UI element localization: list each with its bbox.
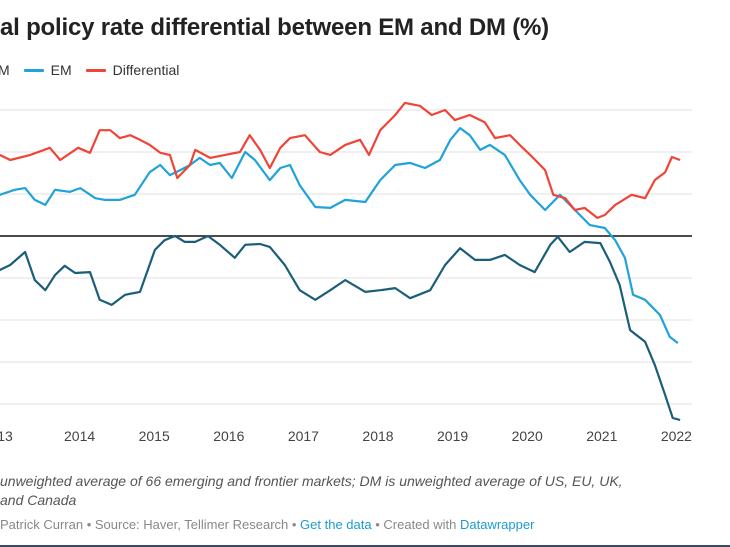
x-tick-label: 2019 (437, 428, 468, 444)
created-with: Created with (383, 517, 457, 532)
x-tick-label: 2020 (512, 428, 543, 444)
legend-swatch-em (23, 68, 44, 72)
chart-note-line-1: unweighted average of 66 emerging and fr… (0, 473, 623, 489)
bottom-border (0, 545, 730, 547)
byline: Patrick Curran • Source: Haver, Tellimer… (0, 517, 534, 532)
get-the-data-link[interactable]: Get the data (300, 517, 372, 532)
separator: • (371, 517, 384, 532)
x-tick-label: 2017 (288, 428, 319, 444)
line-chart: 13 2014 2015 2016 2017 2018 2019 2020 2021 2022 (0, 101, 692, 444)
separator: • (288, 517, 301, 532)
x-tick-label: 2022 (661, 428, 692, 444)
separator: • (83, 517, 95, 532)
chart-title: al policy rate differential between EM a… (0, 14, 549, 41)
chart-note-line-2: and Canada (0, 492, 77, 508)
x-tick-label: 2014 (64, 428, 95, 444)
datawrapper-link[interactable]: Datawrapper (460, 517, 535, 532)
legend-label-em: EM (50, 62, 72, 78)
series-line-differential (0, 101, 681, 219)
x-tick-label: 2021 (586, 428, 617, 444)
series-line-dm (0, 234, 681, 422)
x-tick-label: 2016 (213, 428, 244, 444)
x-tick-label: 2015 (139, 428, 170, 444)
x-tick-label: 2018 (362, 428, 393, 444)
author: Patrick Curran (0, 517, 84, 532)
legend-label-dm: M (0, 62, 10, 78)
x-tick-label: 13 (0, 428, 13, 444)
legend: M EM Differential (0, 62, 179, 78)
legend-swatch-differential (85, 68, 106, 72)
source: Source: Haver, Tellimer Research (94, 517, 289, 532)
legend-label-differential: Differential (112, 62, 180, 78)
